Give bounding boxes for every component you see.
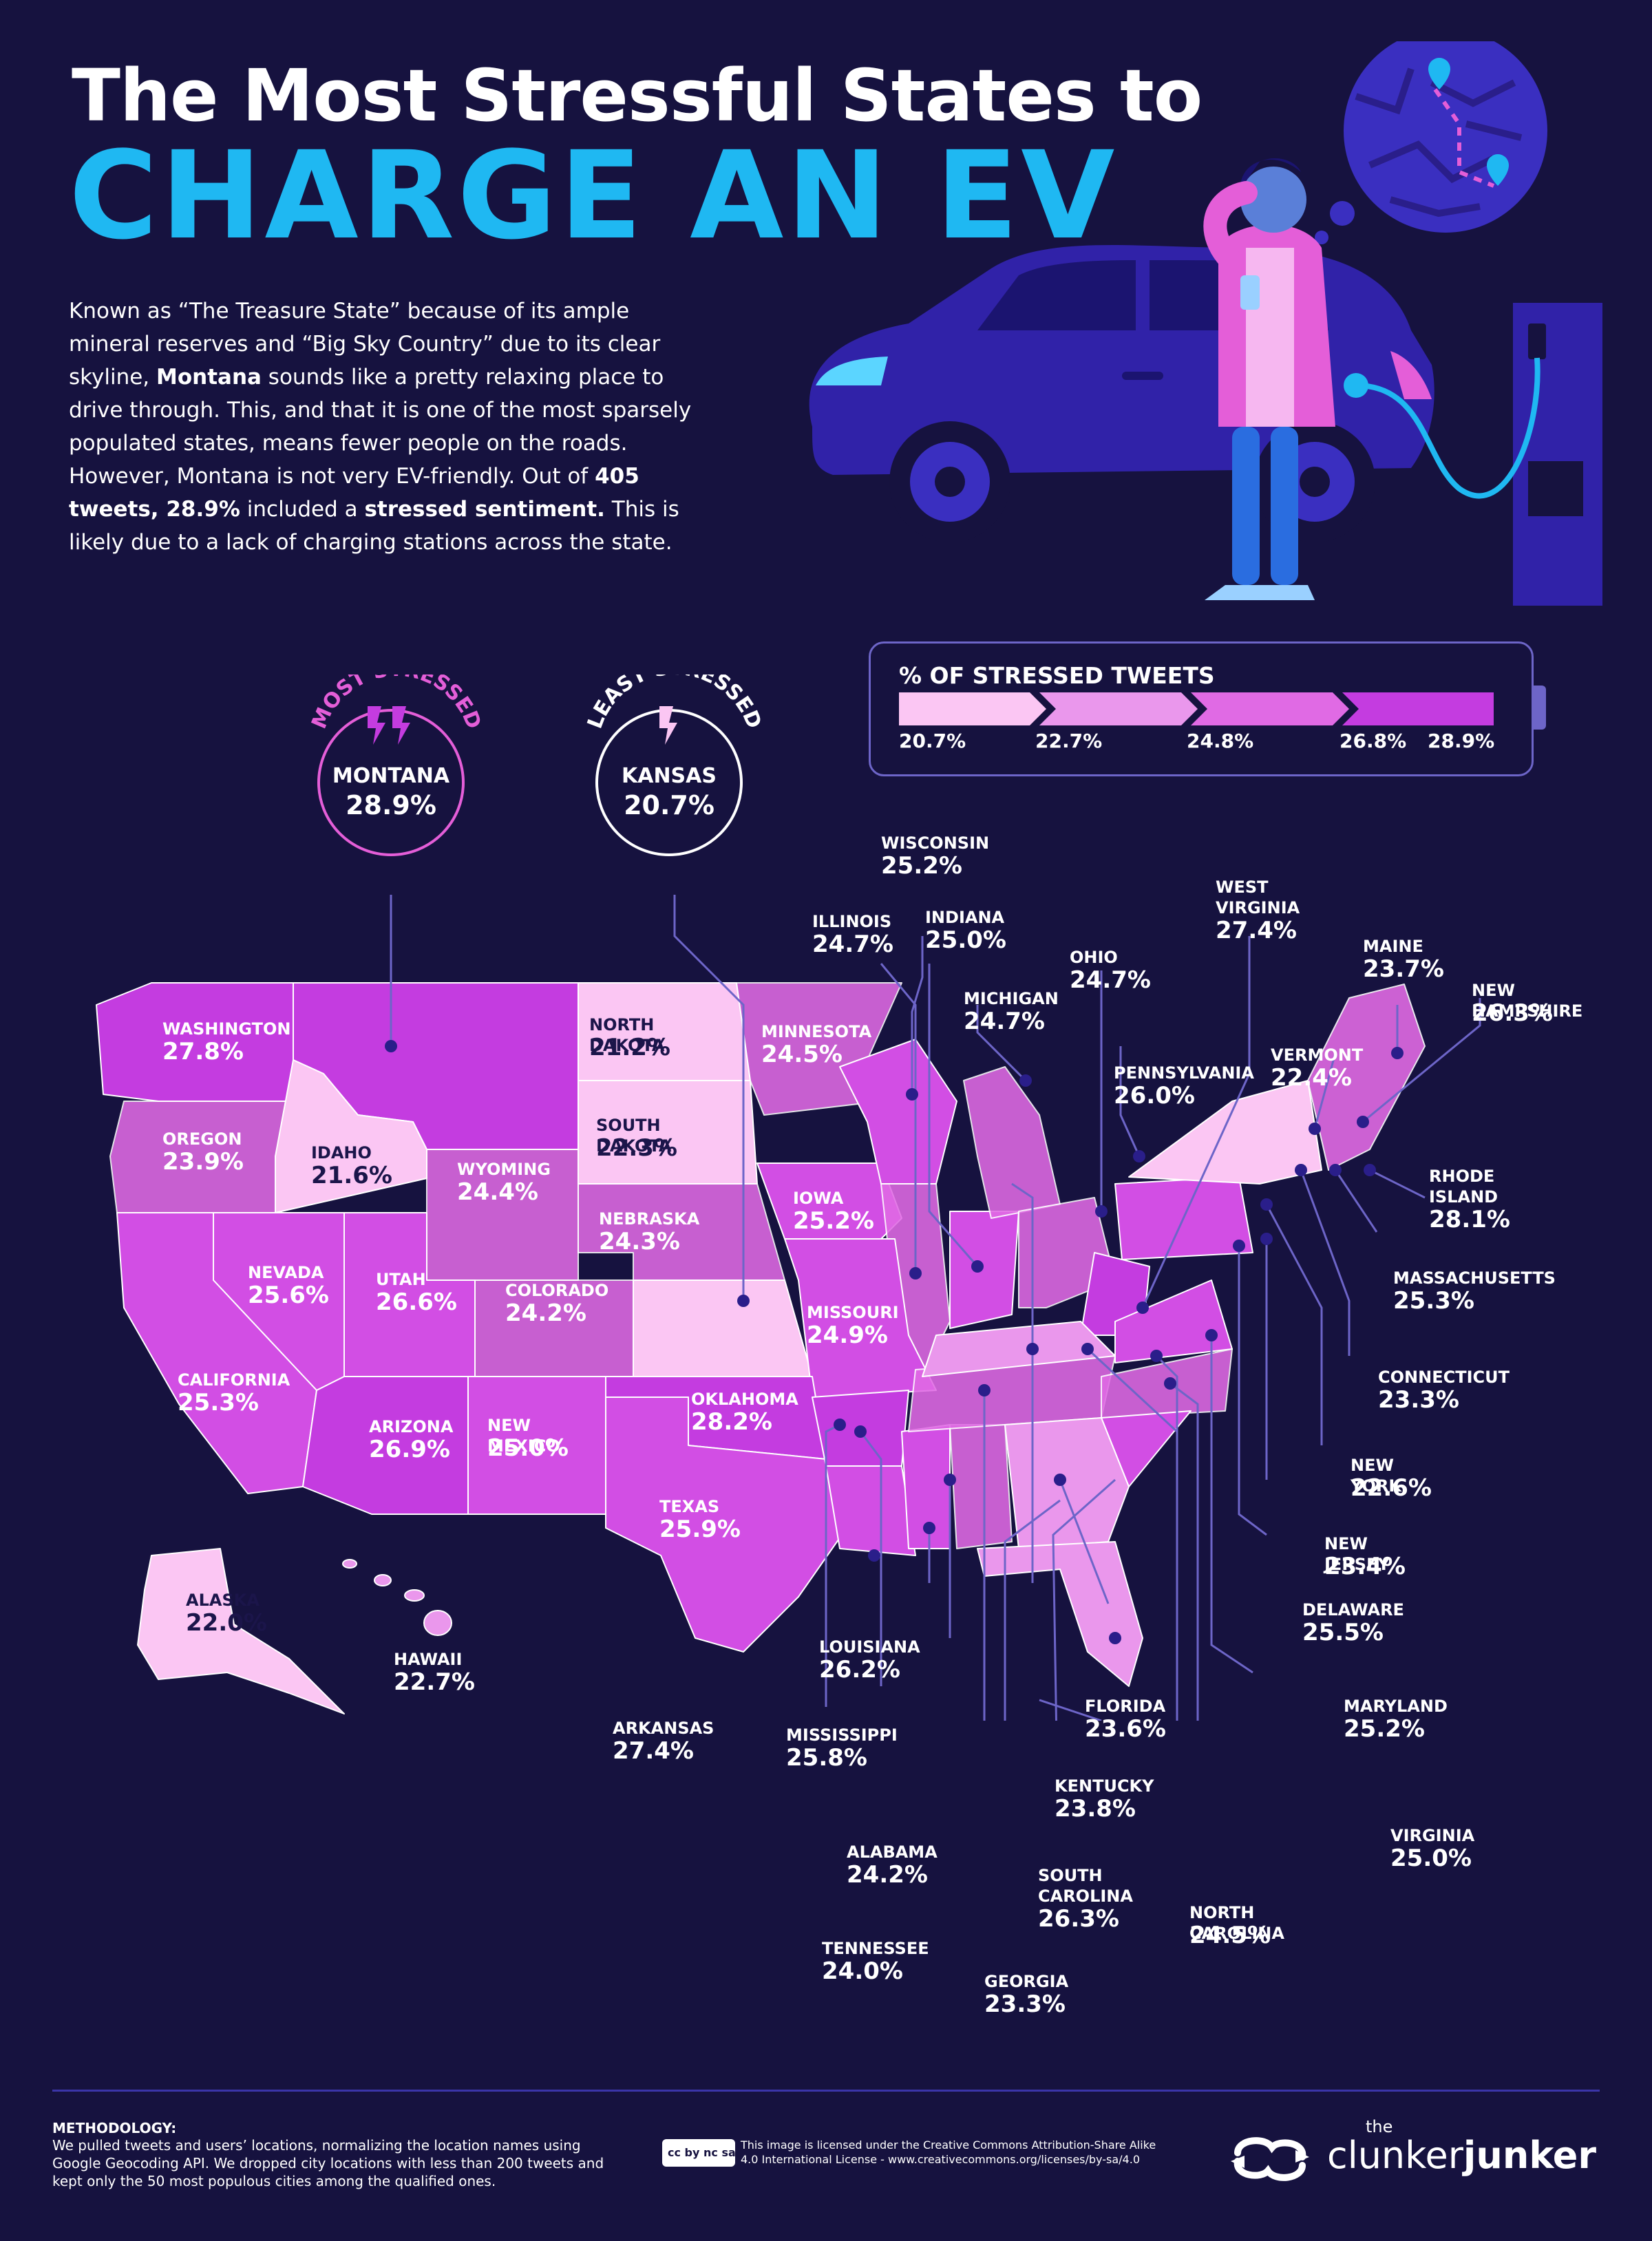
state-shape-alabama [949,1424,1013,1549]
car-icon [809,245,1434,542]
most-stressed-value: 28.9% [346,790,436,820]
legend-title: % OF STRESSED TWEETS [899,662,1215,689]
cc-badge-text: cc by nc sa [668,2146,736,2159]
legend-segment-1 [899,692,1046,725]
legend-tick: 20.7% [899,730,966,752]
state-shape-hawaii [342,1559,452,1636]
intro-text: Known as “The Treasure State” because of… [69,299,661,390]
stressed-person-icon [1203,158,1335,600]
brand-thin: clunker [1327,2134,1463,2177]
footer-divider [52,2090,1600,2092]
legend-tick: 22.7% [1035,730,1103,752]
state-shape-indiana [949,1211,1019,1329]
least-stressed-value: 20.7% [624,790,714,820]
page-title: The Most Stressful States to [72,54,1203,138]
legend-tick: 24.8% [1187,730,1254,752]
intro-paragraph: Known as “The Treasure State” because of… [69,295,702,559]
clunkerjunker-logo-icon [1231,2137,1309,2181]
methodology-text: We pulled tweets and users’ locations, n… [52,2137,604,2189]
state-shape-texas [605,1396,847,1653]
legend-ticks: 20.7% 22.7% 24.8% 26.8% 28.9% [899,730,1494,757]
state-shape-kansas [633,1279,813,1377]
state-shape-georgia [1004,1417,1130,1549]
intro-sentiment: stressed sentiment. [364,497,605,522]
intro-state: Montana [156,365,262,390]
brand-wordmark: clunkerjunker [1327,2134,1596,2177]
ev-charging-illustration [809,41,1602,606]
intro-text: sounds like a pretty relaxing place to d… [69,365,692,489]
legend-segment-4 [1342,692,1494,725]
page-title-highlight: CHARGE AN EV [69,125,1118,266]
most-stressed-badge [317,709,465,856]
most-stressed-state: MONTANA [332,764,450,788]
charging-station-icon [1344,303,1602,606]
methodology-title: METHODOLOGY: [52,2120,177,2136]
legend-segment-2 [1039,692,1198,725]
state-shape-alaska [137,1548,345,1714]
license-text: This image is licensed under the Creativ… [741,2138,1156,2166]
legend-color-scale [899,692,1494,725]
legend-tick: 28.9% [1428,730,1495,752]
least-stressed-state: KANSAS [621,764,717,788]
intro-text: This is likely due to a lack of charging… [69,497,679,555]
state-shape-louisiana [825,1465,916,1556]
brand-the: the [1366,2117,1393,2136]
legend-segment-3 [1191,692,1349,725]
legend-tick: 26.8% [1339,730,1407,752]
map-bubble-icon [1315,41,1547,244]
state-shape-idaho [275,1059,427,1213]
state-shape-new-england [1307,984,1426,1171]
double-lightning-icon [368,706,410,745]
single-lightning-icon [659,706,677,745]
us-map [96,895,1481,1721]
state-shape-michigan [963,1066,1061,1219]
brand-bold: junker [1463,2134,1597,2177]
legend-battery [869,641,1534,776]
intro-text: included a [240,497,365,522]
state-shape-wisconsin [839,1039,957,1185]
cc-license-badge: cc by nc sa [662,2139,736,2167]
legend-battery-cap [1534,686,1546,730]
state-shape-florida [977,1541,1143,1687]
intro-tweets: 405 tweets, 28.9% [69,464,639,522]
